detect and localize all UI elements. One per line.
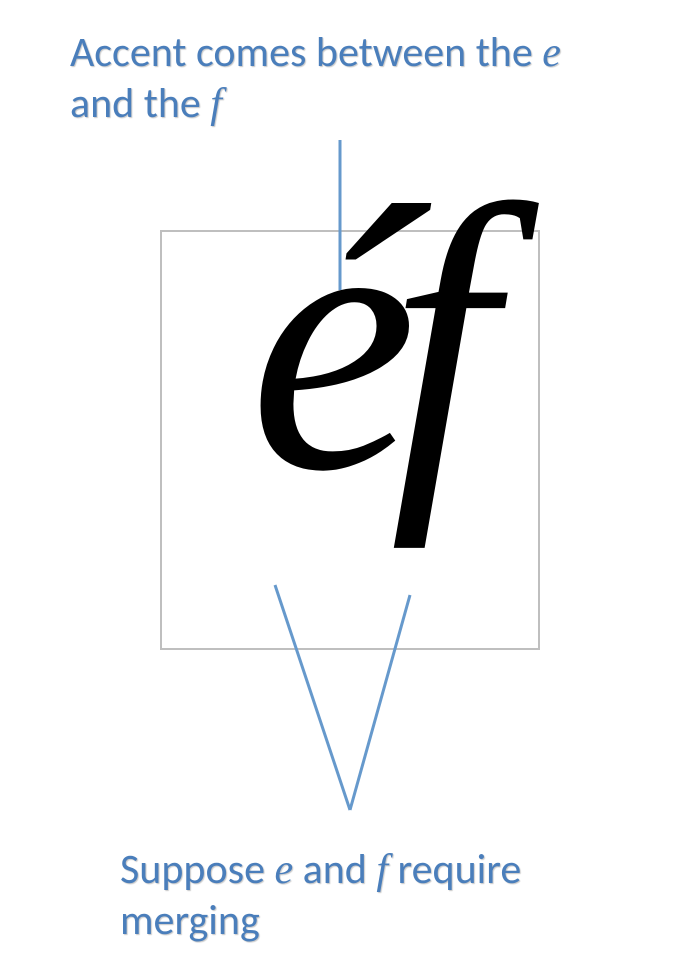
diagram-canvas: Accent comes between the e and the f éf … (0, 0, 700, 962)
italic-f: f (210, 81, 222, 127)
text-run: Suppose (120, 844, 274, 895)
text-run: Accent comes between the (70, 27, 542, 78)
bottom-annotation-text: Suppose e and f require merging (120, 844, 521, 946)
text-run: and (293, 844, 376, 895)
italic-e: e (542, 30, 561, 76)
bounding-box (160, 230, 540, 650)
top-annotation-text: Accent comes between the e and the f (70, 27, 561, 129)
bottom-annotation: Suppose e and f require merging (120, 845, 590, 945)
top-annotation: Accent comes between the e and the f (70, 28, 630, 129)
italic-f: f (376, 847, 388, 893)
text-run: and the (70, 78, 210, 129)
italic-e: e (274, 847, 293, 893)
